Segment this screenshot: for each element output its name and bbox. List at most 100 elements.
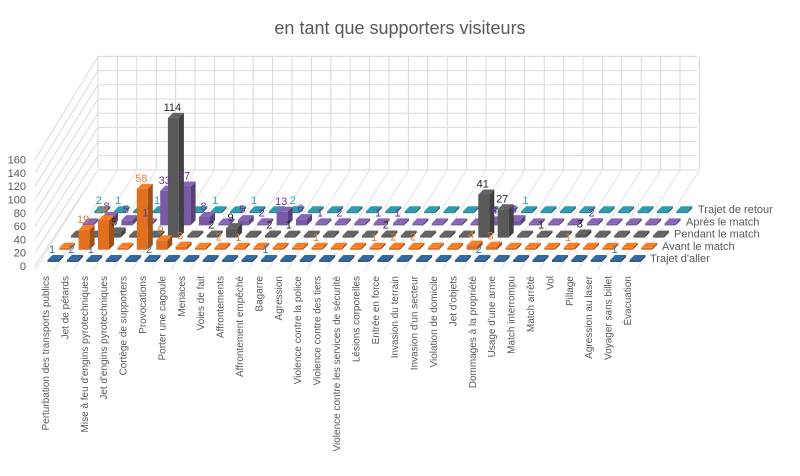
bar xyxy=(342,230,359,238)
svg-text:140: 140 xyxy=(8,168,26,180)
bar xyxy=(548,218,565,226)
bar xyxy=(86,255,103,262)
category-label: Provocations xyxy=(138,276,149,334)
data-label: 1 xyxy=(212,195,218,207)
bar xyxy=(373,218,390,226)
data-label: 8 xyxy=(200,201,206,213)
data-label: 28 xyxy=(96,204,108,216)
bar xyxy=(319,255,336,262)
bar xyxy=(292,242,308,250)
bar xyxy=(400,230,417,238)
bar xyxy=(377,255,394,262)
svg-text:80: 80 xyxy=(14,208,26,220)
legend-item: Après le match xyxy=(686,216,759,228)
category-label: Usage d'une arme xyxy=(487,276,498,358)
back-wall-grid xyxy=(97,55,700,171)
category-label: Vol xyxy=(545,276,556,290)
bar xyxy=(637,206,654,214)
bar xyxy=(78,224,95,250)
bar xyxy=(513,255,530,262)
bar xyxy=(121,215,138,226)
bar xyxy=(435,255,452,262)
bar xyxy=(260,255,277,262)
svg-text:160: 160 xyxy=(8,155,26,167)
bar xyxy=(408,242,425,250)
bar xyxy=(94,206,111,214)
data-label: 114 xyxy=(164,102,182,114)
bar xyxy=(486,241,502,250)
bar xyxy=(610,255,627,262)
bar xyxy=(59,242,76,250)
data-label: 2 xyxy=(476,244,482,256)
bar xyxy=(144,254,161,262)
category-label: Violation de domicile xyxy=(429,276,440,368)
data-label: 1 xyxy=(375,207,381,219)
bar xyxy=(451,218,468,226)
bar xyxy=(330,242,347,250)
bar xyxy=(555,230,572,238)
category-label: Voyager sans billet xyxy=(604,276,615,360)
data-label: 2 xyxy=(68,244,74,256)
bar xyxy=(381,230,398,238)
bar xyxy=(202,255,219,262)
bar xyxy=(66,254,83,262)
data-label: 1 xyxy=(612,244,618,256)
bar xyxy=(633,230,650,238)
bar xyxy=(167,112,184,238)
bar xyxy=(621,242,638,250)
category-label: Affrontement empêché xyxy=(235,276,246,377)
bar xyxy=(551,255,568,262)
bar xyxy=(264,230,281,238)
bar xyxy=(117,242,134,250)
data-label: 1 xyxy=(235,232,241,244)
bar xyxy=(280,255,297,262)
data-label: 3 xyxy=(177,231,183,243)
svg-text:100: 100 xyxy=(8,195,26,207)
bar xyxy=(365,206,382,214)
data-label: 5 xyxy=(239,204,245,216)
bar xyxy=(575,229,592,238)
bar xyxy=(47,255,64,262)
category-label: Porter une cagoule xyxy=(157,276,168,361)
category-label: Match interrompu xyxy=(507,276,518,354)
data-label: 2 xyxy=(383,220,389,232)
category-label: Pillage xyxy=(565,276,576,306)
bar xyxy=(532,255,549,262)
bar xyxy=(676,206,693,214)
bar xyxy=(98,215,114,250)
bar xyxy=(439,230,456,238)
data-label: 1 xyxy=(538,220,544,232)
bar xyxy=(420,230,437,238)
data-label: 3 xyxy=(487,231,493,243)
data-label: 3 xyxy=(577,218,583,230)
data-label: 5 xyxy=(511,204,517,216)
bar xyxy=(583,242,599,250)
data-label: 2 xyxy=(259,207,265,219)
data-label: 1 xyxy=(49,244,55,256)
bar xyxy=(156,235,173,250)
bar xyxy=(230,206,247,214)
category-label: Menaces xyxy=(177,276,188,317)
data-label: 58 xyxy=(135,173,147,185)
bar xyxy=(424,206,441,214)
category-label: Jet d'engins pyrotechniques xyxy=(99,276,110,400)
svg-text:120: 120 xyxy=(8,181,26,193)
data-label: 9 xyxy=(158,224,164,236)
bar xyxy=(210,206,227,214)
data-label: 1 xyxy=(154,195,160,207)
bar xyxy=(354,218,371,226)
bar xyxy=(175,241,192,250)
category-label: Jet d'objets xyxy=(448,276,459,326)
bar xyxy=(528,218,545,226)
data-label: 1 xyxy=(313,232,319,244)
data-label: 1 xyxy=(251,195,257,207)
bar xyxy=(447,242,464,250)
category-label: Évacuation xyxy=(621,276,634,325)
bar xyxy=(199,212,215,226)
data-label: 2 xyxy=(146,244,152,256)
bar xyxy=(474,254,491,262)
bar xyxy=(222,255,239,262)
data-label: 2 xyxy=(336,207,342,219)
